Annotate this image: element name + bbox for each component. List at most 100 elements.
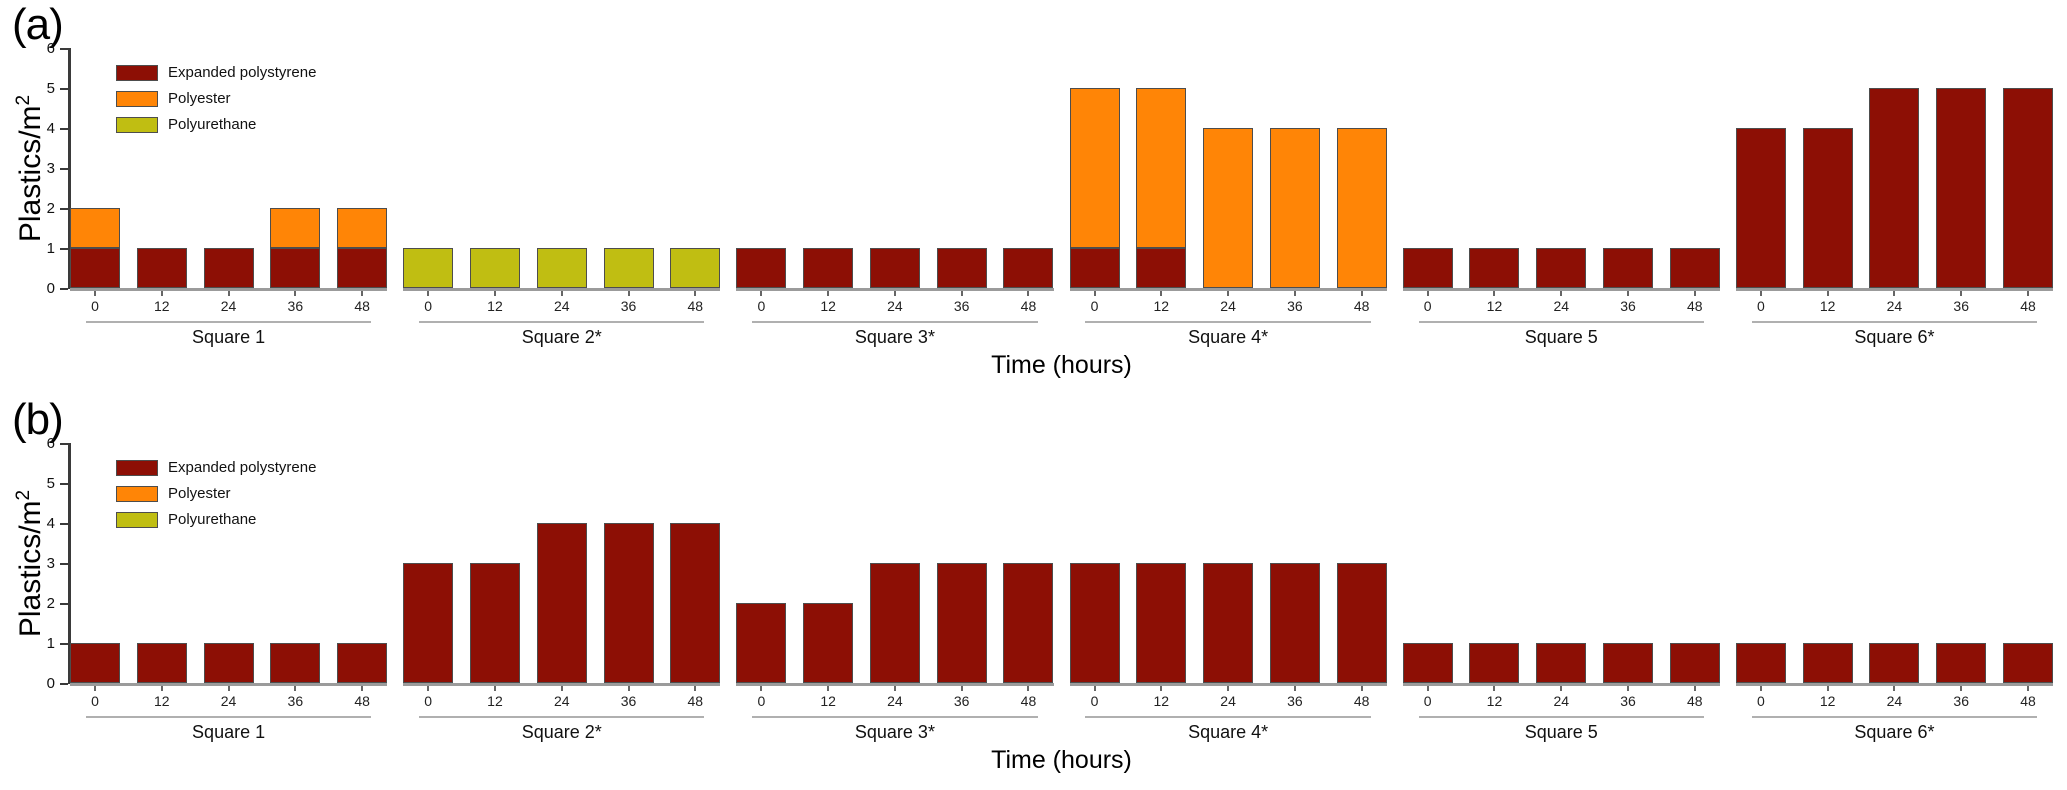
bars-area (70, 48, 388, 291)
bar-segment-polyester (1269, 128, 1320, 288)
time-tick-label: 0 (1423, 693, 1432, 709)
stacked-bar (803, 248, 854, 288)
bars-area (736, 443, 1054, 686)
group-bracket-line (419, 321, 705, 323)
bar-segment-expanded_polystyrene (1003, 563, 1054, 683)
time-tick-mark (694, 291, 697, 296)
stacked-bar (1203, 563, 1254, 683)
time-ticks-row: 0 12 24 36 48 (1736, 291, 2053, 314)
time-tick-mark (760, 686, 763, 691)
stacked-bar (469, 563, 520, 683)
time-tick-mark (1426, 686, 1429, 691)
bar-segment-expanded_polystyrene (1536, 643, 1587, 683)
time-tick-label: 12 (487, 693, 503, 709)
y-axis-tick (60, 443, 68, 445)
legend-item-polyurethane: Polyurethane (116, 116, 316, 133)
time-ticks-row: 0 12 24 36 48 (70, 686, 387, 709)
bar-segment-expanded_polystyrene (270, 643, 321, 683)
time-tick-label: 36 (1287, 298, 1303, 314)
time-tick-label: 12 (1153, 298, 1170, 314)
stacked-bar (1802, 643, 1853, 683)
time-tick: 36 (604, 686, 654, 709)
x-axis-title: Time (hours) (991, 351, 1132, 379)
group-bracket-line (752, 321, 1038, 323)
stacked-bar (1469, 643, 1520, 683)
bar-segment-expanded_polystyrene (1869, 643, 1920, 683)
time-tick-mark (2026, 291, 2029, 296)
group-label: Square 2* (521, 327, 602, 347)
bar-segment-expanded_polystyrene (736, 603, 787, 683)
time-tick: 24 (537, 686, 587, 709)
bar-segment-expanded_polystyrene (70, 248, 120, 288)
time-tick: 48 (1003, 291, 1053, 314)
time-tick: 36 (937, 291, 987, 314)
time-tick-label: 12 (1486, 298, 1503, 314)
time-tick-label: 0 (424, 693, 433, 709)
time-tick: 24 (1536, 686, 1586, 709)
stacked-bar (1402, 248, 1453, 288)
time-tick-label: 24 (887, 693, 903, 709)
bar-segment-polyester (270, 208, 321, 248)
bar-segment-expanded_polystyrene (1936, 88, 1987, 288)
time-tick-label: 12 (1486, 693, 1503, 709)
time-tick-label: 48 (2020, 693, 2036, 709)
time-tick-label: 12 (153, 693, 170, 709)
stacked-bar (403, 248, 454, 288)
stacked-bar (337, 208, 388, 288)
time-tick: 0 (403, 686, 453, 709)
time-tick-label: 12 (153, 298, 170, 314)
time-tick-mark (960, 291, 963, 296)
bar-segment-expanded_polystyrene (2002, 643, 2053, 683)
stacked-bar (603, 248, 654, 288)
group-bracket-line (1085, 321, 1371, 323)
stacked-bar (2002, 88, 2053, 288)
time-tick: 48 (1003, 686, 1053, 709)
time-tick-mark (1759, 291, 1762, 296)
time-tick-label: 0 (1090, 693, 1099, 709)
time-tick: 36 (937, 686, 987, 709)
bar-segment-polyurethane (536, 248, 587, 288)
bar-segment-polyester (337, 208, 388, 248)
stacked-bar (736, 603, 787, 683)
y-axis-tick (60, 168, 68, 170)
bar-segment-expanded_polystyrene (1269, 563, 1320, 683)
bar-segment-expanded_polystyrene (670, 523, 721, 683)
time-tick-mark (94, 291, 96, 296)
time-tick-label: 12 (1819, 693, 1836, 709)
bar-segment-expanded_polystyrene (136, 643, 187, 683)
time-tick-mark (427, 291, 430, 296)
stacked-bar (869, 563, 920, 683)
bar-segment-expanded_polystyrene (936, 248, 987, 288)
time-tick-label: 48 (354, 298, 370, 314)
time-tick: 36 (1603, 291, 1653, 314)
stacked-bar (670, 248, 721, 288)
stacked-bar (1269, 128, 1320, 288)
bars-area (1069, 443, 1387, 686)
time-tick: 36 (1936, 686, 1986, 709)
group-bracket-line (85, 321, 372, 323)
bar-segment-polyurethane (469, 248, 520, 288)
bar-segment-expanded_polystyrene (136, 248, 187, 288)
y-axis-tick (60, 128, 68, 130)
stacked-bar (136, 248, 187, 288)
time-ticks-row: 0 12 24 36 48 (1070, 686, 1387, 709)
time-tick-label: 36 (1953, 298, 1969, 314)
y-axis: 0 1 2 3 4 5 6 (38, 435, 71, 692)
time-tick-label: 48 (1020, 693, 1037, 709)
bar-segment-expanded_polystyrene (1069, 248, 1120, 288)
group-label: Square 1 (192, 722, 266, 742)
stacked-bar (603, 523, 654, 683)
legend-item-expanded_polystyrene: Expanded polystyrene (116, 64, 316, 81)
time-tick-mark (1826, 686, 1829, 691)
group-label: Square 5 (1524, 722, 1598, 742)
time-tick-mark (1360, 291, 1363, 296)
time-tick: 0 (1736, 291, 1786, 314)
time-tick: 48 (337, 686, 387, 709)
time-tick-mark (827, 686, 830, 691)
y-axis-tick (60, 603, 68, 605)
time-tick: 0 (736, 291, 786, 314)
time-tick: 48 (337, 291, 387, 314)
bars-area (403, 443, 721, 686)
group-bracket-line (1418, 321, 1704, 323)
time-tick: 0 (1070, 686, 1120, 709)
